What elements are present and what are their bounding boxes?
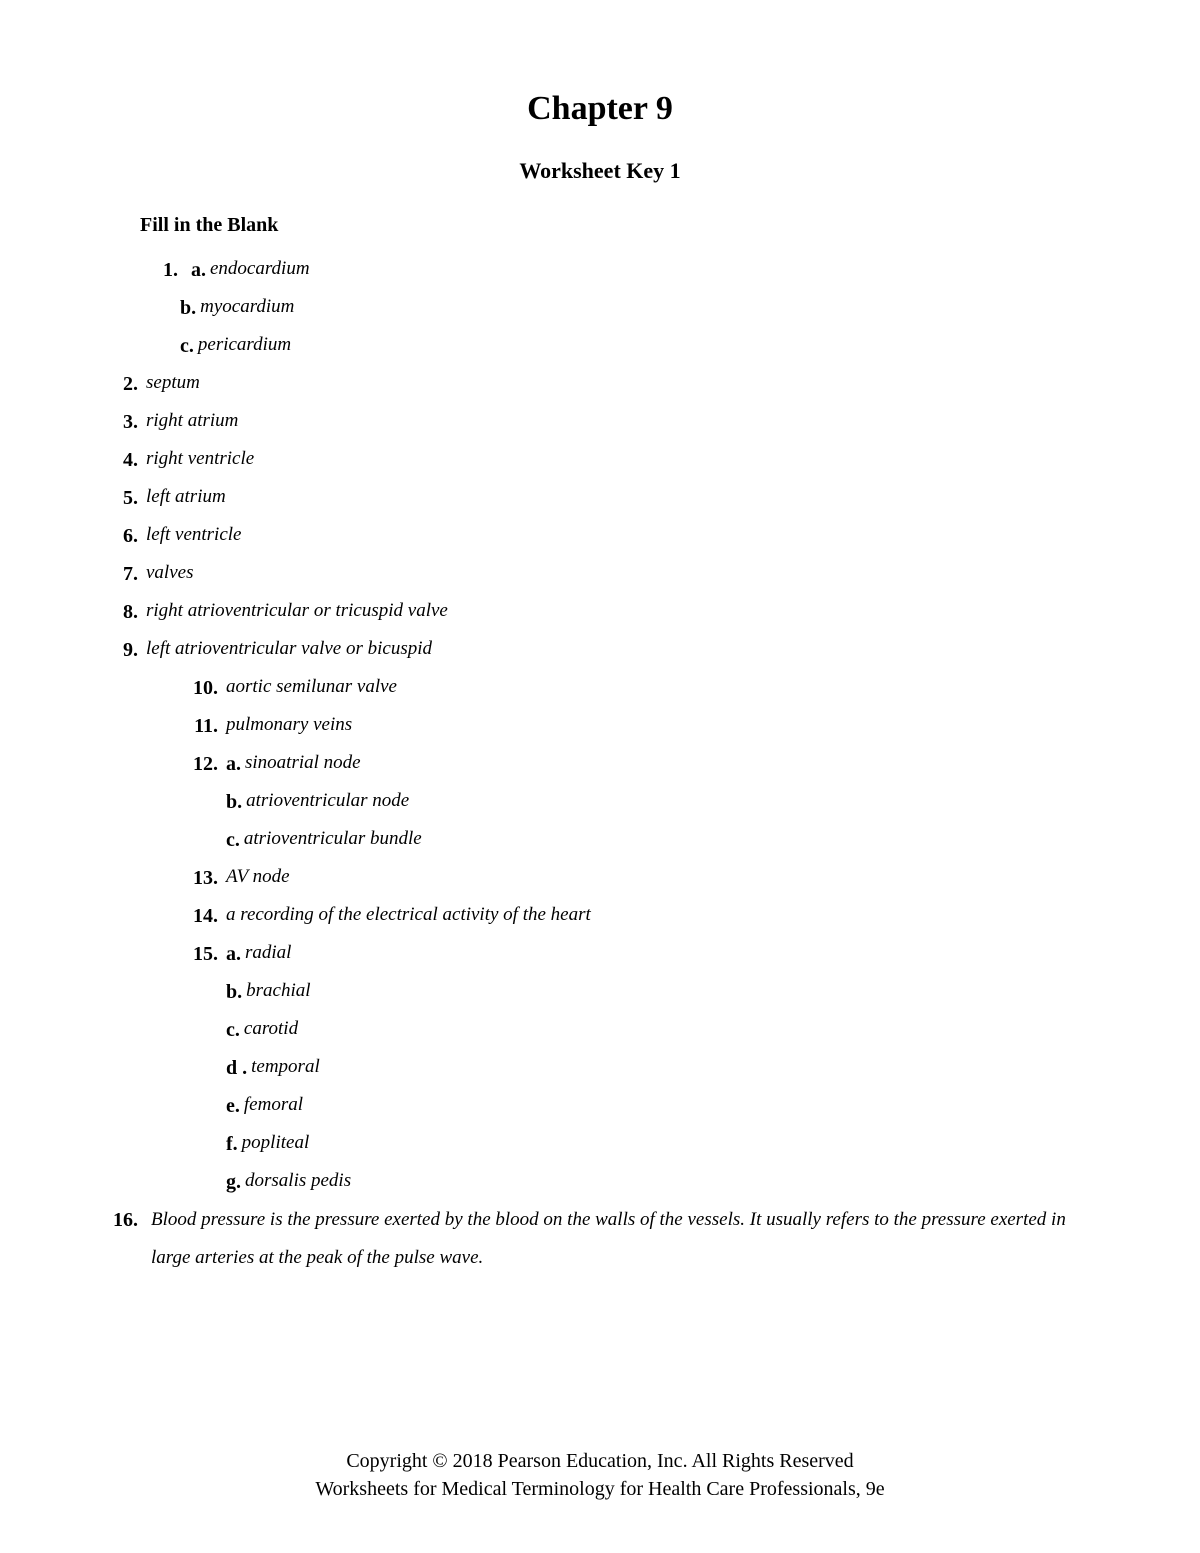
number-label: 11. (190, 707, 218, 745)
answer-text: right atrioventricular or tricuspid valv… (146, 593, 448, 631)
answer-8: 8. right atrioventricular or tricuspid v… (110, 593, 1090, 631)
number-label: 14. (190, 897, 218, 935)
answer-12b: 00. b. atrioventricular node (190, 783, 1090, 821)
answer-3: 3. right atrium (110, 403, 1090, 441)
answer-15b: 00. b. brachial (190, 973, 1090, 1011)
number-label: 7. (110, 555, 138, 593)
number-label: 10. (190, 669, 218, 707)
sub-label: b. (226, 783, 242, 821)
answer-text: septum (146, 365, 200, 403)
sub-label: e. (226, 1087, 240, 1125)
number-label: 3. (110, 403, 138, 441)
number-label: 8. (110, 593, 138, 631)
answer-2: 2. septum (110, 365, 1090, 403)
answer-text: myocardium (200, 289, 294, 327)
sub-label: c. (226, 821, 240, 859)
answer-text: aortic semilunar valve (226, 669, 397, 707)
sub-label: b. (180, 289, 196, 327)
answer-6: 6. left ventricle (110, 517, 1090, 555)
answer-12a: 12. a. sinoatrial node (190, 745, 1090, 783)
answer-text: right ventricle (146, 441, 254, 479)
answer-15g: 00. g. dorsalis pedis (190, 1163, 1090, 1201)
answer-text: carotid (244, 1011, 298, 1049)
sub-label: f. (226, 1125, 238, 1163)
sub-label: a. (191, 251, 206, 289)
number-label: 13. (190, 859, 218, 897)
answer-15a: 15. a. radial (190, 935, 1090, 973)
answer-text: pericardium (198, 327, 291, 365)
number-label: 9. (110, 631, 138, 669)
answer-10: 10. aortic semilunar valve (190, 669, 1090, 707)
answer-text: a recording of the electrical activity o… (226, 897, 591, 935)
worksheet-title: Worksheet Key 1 (110, 158, 1090, 184)
answer-1a: 1. a. endocardium (150, 251, 1090, 289)
book-title-line: Worksheets for Medical Terminology for H… (0, 1475, 1200, 1503)
answer-1c: c. pericardium (180, 327, 1090, 365)
answer-text: atrioventricular bundle (244, 821, 422, 859)
answer-15d: 00. d . temporal (190, 1049, 1090, 1087)
sub-label: b. (226, 973, 242, 1011)
answer-text: left ventricle (146, 517, 241, 555)
footer: Copyright © 2018 Pearson Education, Inc.… (0, 1447, 1200, 1503)
answer-text: AV node (226, 859, 290, 897)
answer-7: 7. valves (110, 555, 1090, 593)
answer-text: pulmonary veins (226, 707, 352, 745)
number-label: 16. (110, 1201, 138, 1239)
chapter-title: Chapter 9 (110, 90, 1090, 128)
number-label: 5. (110, 479, 138, 517)
sub-label: d . (226, 1049, 247, 1087)
answer-text: dorsalis pedis (245, 1163, 351, 1201)
answer-text: femoral (244, 1087, 303, 1125)
section-heading: Fill in the Blank (140, 214, 1090, 237)
answer-13: 13. AV node (190, 859, 1090, 897)
answer-15e: 00. e. femoral (190, 1087, 1090, 1125)
answer-text: popliteal (242, 1125, 310, 1163)
answer-text: temporal (251, 1049, 320, 1087)
answer-9: 9. left atrioventricular valve or bicusp… (110, 631, 1090, 669)
number-label: 2. (110, 365, 138, 403)
answer-15f: 00. f. popliteal (190, 1125, 1090, 1163)
answer-text: endocardium (210, 251, 310, 289)
answer-text: sinoatrial node (245, 745, 361, 783)
number-label: 1. (150, 251, 178, 289)
number-label: 15. (190, 935, 218, 973)
answer-text: Blood pressure is the pressure exerted b… (151, 1201, 1090, 1277)
answer-text: radial (245, 935, 291, 973)
number-label: 6. (110, 517, 138, 555)
answer-text: atrioventricular node (246, 783, 409, 821)
number-label: 4. (110, 441, 138, 479)
number-label: 12. (190, 745, 218, 783)
answer-16: 16. Blood pressure is the pressure exert… (110, 1201, 1090, 1277)
sub-label: c. (226, 1011, 240, 1049)
answer-text: brachial (246, 973, 310, 1011)
answer-5: 5. left atrium (110, 479, 1090, 517)
sub-label: g. (226, 1163, 241, 1201)
answer-15c: 00. c. carotid (190, 1011, 1090, 1049)
answer-text: right atrium (146, 403, 238, 441)
answer-1b: b. myocardium (180, 289, 1090, 327)
sub-label: a. (226, 935, 241, 973)
answer-text: left atrioventricular valve or bicuspid (146, 631, 432, 669)
answer-4: 4. right ventricle (110, 441, 1090, 479)
copyright-line: Copyright © 2018 Pearson Education, Inc.… (0, 1447, 1200, 1475)
sub-label: a. (226, 745, 241, 783)
answer-12c: 00. c. atrioventricular bundle (190, 821, 1090, 859)
answer-text: left atrium (146, 479, 226, 517)
answer-14: 14. a recording of the electrical activi… (190, 897, 1090, 935)
answer-text: valves (146, 555, 193, 593)
answer-11: 11. pulmonary veins (190, 707, 1090, 745)
sub-label: c. (180, 327, 194, 365)
